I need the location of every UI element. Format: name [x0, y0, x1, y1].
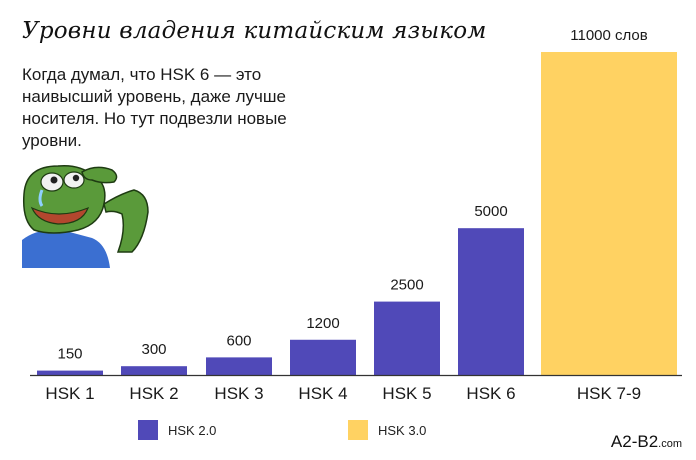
data-label-hsk-2: 300 [141, 341, 166, 358]
data-label-hsk-4: 1200 [306, 315, 339, 332]
site-name: A2-B2 [610, 432, 659, 451]
bar-hsk-6 [458, 228, 524, 375]
legend-item-hsk3: HSK 3.0 [348, 420, 426, 440]
site-suffix: .com [658, 438, 682, 450]
crying-frog-icon [22, 164, 149, 268]
legend-label-hsk3: HSK 3.0 [378, 422, 427, 438]
data-label-hsk-1: 150 [57, 346, 82, 363]
meme-caption: Когда думал, что HSK 6 — это наивысший у… [22, 65, 287, 150]
bar-hsk-3 [206, 357, 272, 375]
x-tick-label-hsk-1: HSK 1 [45, 384, 94, 403]
legend-swatch-hsk3 [348, 420, 368, 440]
bar-hsk-1 [37, 370, 103, 375]
legend-label-hsk2: HSK 2.0 [168, 422, 217, 438]
x-tick-label-hsk-6: HSK 6 [466, 384, 515, 403]
bar-hsk-7-9 [541, 52, 677, 375]
data-label-hsk-6: 5000 [474, 203, 507, 220]
x-tick-label-hsk-2: HSK 2 [129, 384, 178, 403]
chart-title: Уровни владения китайским языком [22, 18, 487, 44]
x-tick-label-hsk-3: HSK 3 [214, 384, 263, 403]
x-tick-label-hsk-5: HSK 5 [382, 384, 431, 403]
x-tick-label-hsk-7-9: HSK 7-9 [577, 384, 641, 403]
data-label-hsk-3: 600 [226, 332, 251, 349]
data-label-hsk-5: 2500 [390, 277, 423, 294]
bar-hsk-4 [290, 339, 356, 375]
bar-hsk-5 [374, 301, 440, 375]
x-tick-label-hsk-4: HSK 4 [298, 384, 347, 403]
bar-hsk-2 [121, 366, 187, 375]
site-watermark: A2-B2.com [611, 432, 682, 452]
bar-chart: 150 300 600 1200 2500 5000 11000 слов HSK 1 HSK… [30, 27, 682, 403]
legend-item-hsk2: HSK 2.0 [138, 420, 216, 440]
data-label-hsk-7-9: 11000 слов [570, 27, 648, 44]
legend-swatch-hsk2 [138, 420, 158, 440]
